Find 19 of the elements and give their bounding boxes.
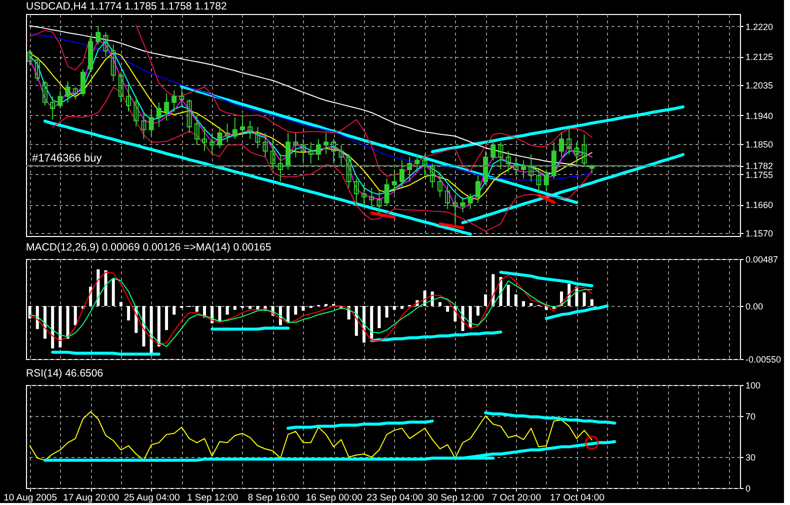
chart-title: RSI(14) 46.6506 (26, 368, 104, 380)
y-tick-label: 0.00487 (746, 254, 778, 264)
x-tick-label: 8 Sep 16:00 (248, 492, 299, 504)
x-tick-label: 17 Aug 20:00 (63, 492, 120, 504)
y-tick-label: 0 (746, 484, 751, 494)
x-tick-label: 17 Oct 04:00 (550, 492, 604, 504)
y-tick-label: -0.00550 (746, 354, 782, 364)
x-tick-label: 25 Aug 04:00 (124, 492, 180, 504)
x-tick-label: 30 Sep 12:00 (427, 492, 484, 504)
y-tick-label: 70 (746, 411, 756, 422)
y-tick-label: 0.00 (746, 301, 764, 312)
x-tick-label: 23 Sep 04:00 (366, 492, 424, 504)
x-tick-label: 7 Oct 20:00 (492, 492, 541, 504)
x-tick-label: 16 Sep 00:00 (306, 492, 362, 504)
y-tick-label: 100 (746, 380, 761, 390)
y-tick-label: 30 (746, 452, 756, 463)
x-tick-label: 1 Sep 12:00 (186, 492, 238, 504)
chart-title: MACD(12,26,9) 0.00069 0.00126 =>MA(14) 0.00165 (26, 242, 272, 254)
x-tick-label: 10 Aug 2005 (4, 492, 57, 504)
